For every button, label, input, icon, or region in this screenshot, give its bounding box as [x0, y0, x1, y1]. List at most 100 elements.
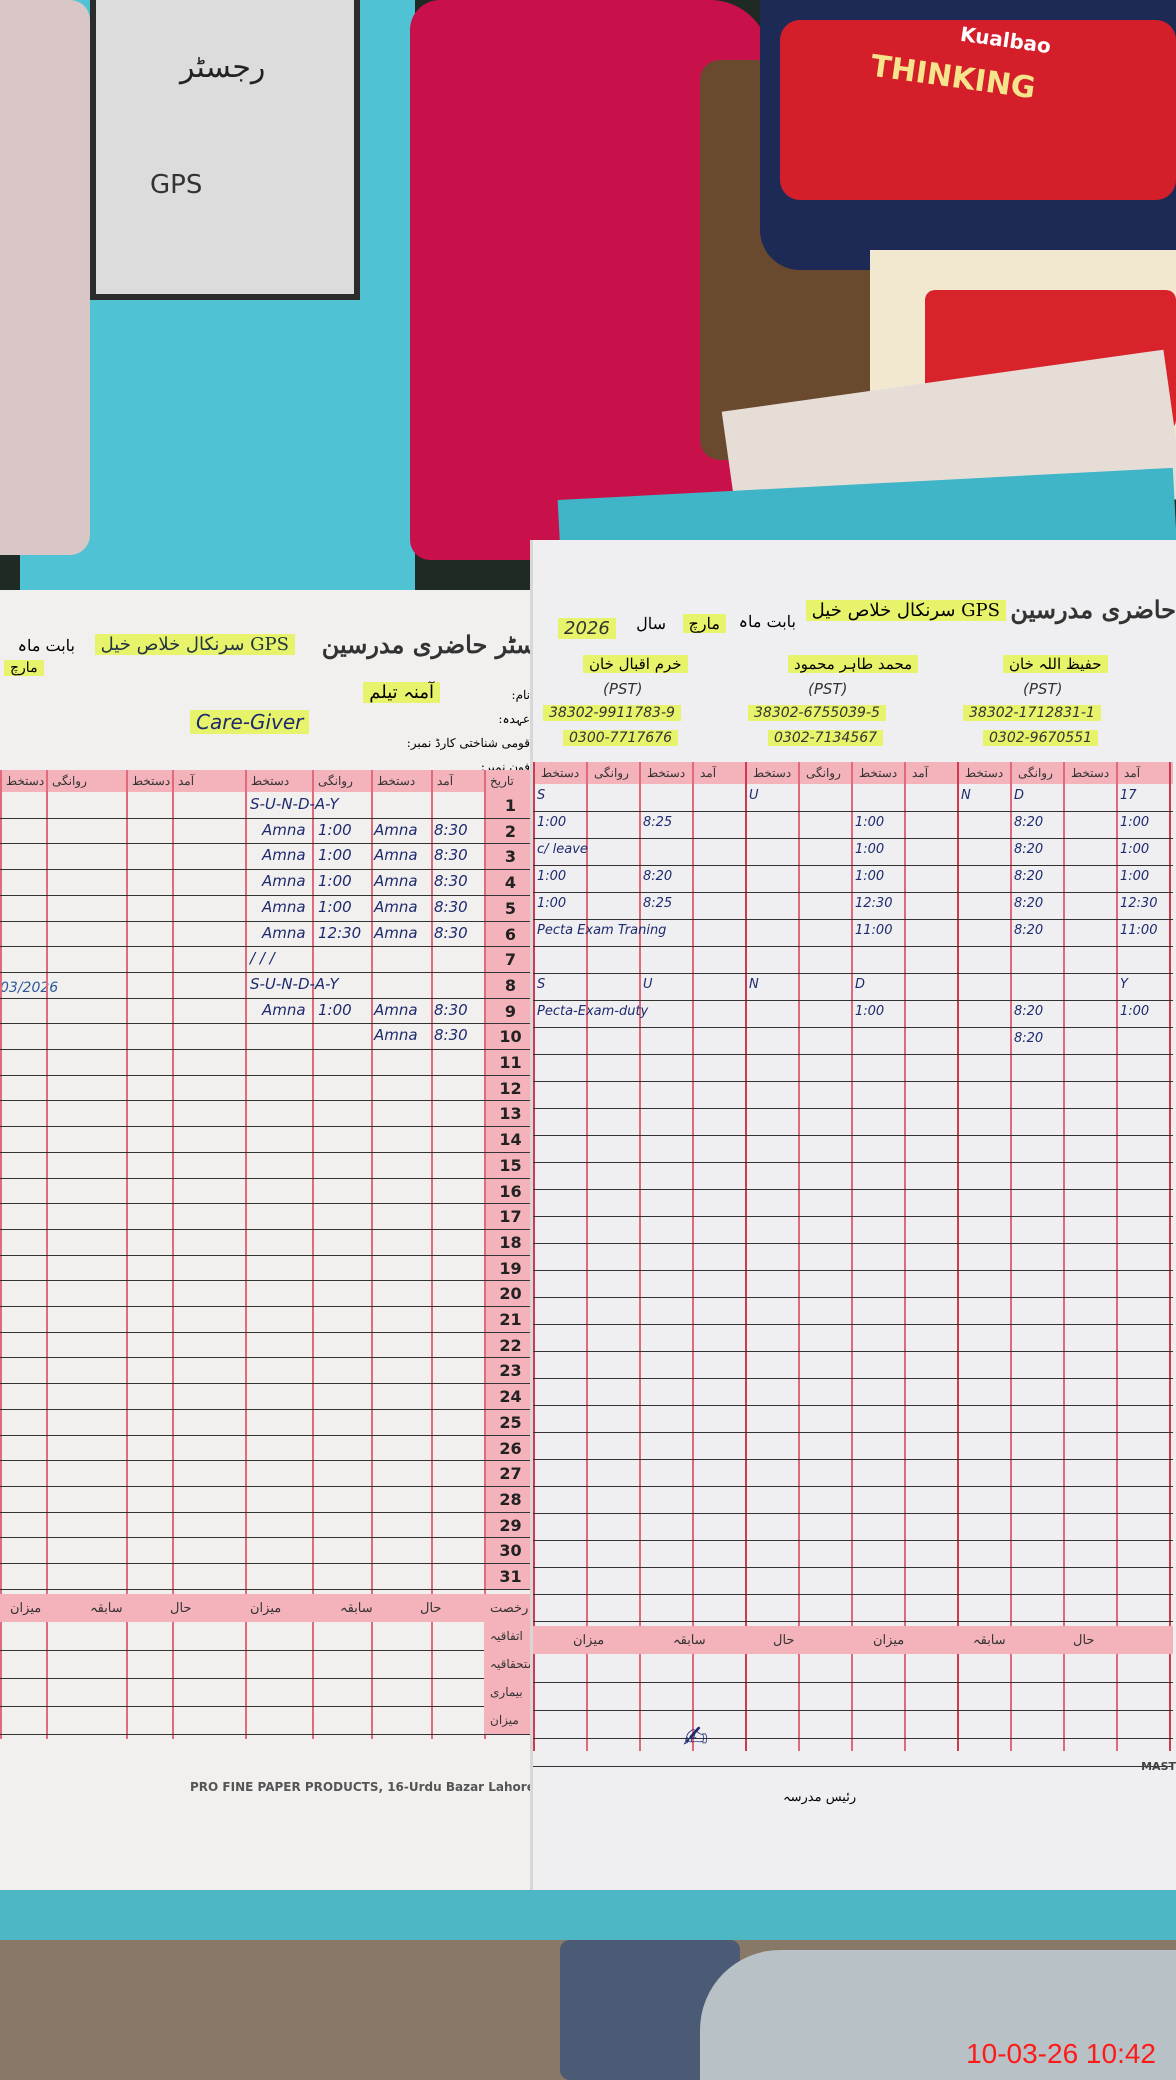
column-header: آمد [437, 774, 454, 788]
column-header: دستخط [377, 774, 416, 788]
row-line [0, 1023, 537, 1025]
departure-time: 1:00 [318, 897, 352, 916]
row-line [0, 1485, 537, 1487]
summary-header: حال [170, 1600, 192, 1616]
row-line [533, 1567, 1173, 1568]
departure-time: 1:00 [318, 820, 352, 839]
row-line [533, 973, 1173, 974]
column-divider [798, 762, 800, 1751]
attendance-entry: 1:00 [855, 815, 885, 830]
departure-signature: Amna [262, 872, 306, 891]
departure-time: 1:00 [318, 846, 352, 865]
attendance-entry: 8:20 [1014, 842, 1044, 857]
attendance-entry: 11:00 [855, 923, 893, 938]
column-divider [586, 762, 588, 1751]
row-line [533, 1513, 1173, 1514]
leave-type-band [484, 1705, 537, 1734]
column-divider [431, 770, 433, 1739]
arrival-signature: Amna [374, 1026, 418, 1045]
row-line [533, 1405, 1173, 1406]
attendance-entry: N [749, 977, 759, 992]
date-cell: 19 [499, 1258, 522, 1278]
attendance-entry: 8:20 [1014, 1031, 1044, 1046]
column-divider [639, 762, 641, 1751]
date-cell: 28 [499, 1489, 522, 1509]
date-cell: 20 [499, 1284, 522, 1304]
bag-pocket [780, 20, 1176, 200]
attendance-entry: Y [1120, 977, 1128, 992]
corner-text: MAST [1141, 1760, 1176, 1773]
designation-value: Care-Giver [190, 710, 310, 734]
column-divider [692, 762, 694, 1751]
departure-time: 1:00 [318, 872, 352, 891]
row-line [533, 1351, 1173, 1352]
row-line [0, 843, 537, 845]
row-line [533, 1000, 1173, 1001]
arrival-time: 8:30 [434, 897, 468, 916]
row-line [533, 1432, 1173, 1433]
date-cell: 15 [499, 1155, 522, 1175]
folder-label [90, 0, 360, 300]
column-header: دستخط [647, 766, 686, 780]
summary-header: حال [773, 1633, 795, 1648]
attendance-entry: D [1014, 788, 1025, 803]
header-band [0, 770, 537, 792]
summary-header: میزان [573, 1633, 605, 1648]
teacher-name: محمد طاہر محمود [788, 655, 919, 673]
column-divider [0, 770, 2, 1739]
row-line [0, 1563, 537, 1564]
cnic-label: قومی شناختی کارڈ نمبر: [406, 736, 530, 750]
column-header: روانگی [1018, 766, 1053, 780]
row-line [533, 1766, 1173, 1767]
arrival-signature: Amna [374, 820, 418, 839]
column-divider [851, 762, 853, 1751]
date-cell: 29 [499, 1515, 522, 1535]
attendance-entry: 8:25 [643, 815, 673, 830]
column-divider [745, 762, 747, 1751]
row-line [0, 1677, 537, 1679]
teacher-designation: (PST) [808, 680, 848, 698]
attendance-entry: 1:00 [1120, 815, 1150, 830]
row-line [0, 1074, 537, 1076]
arrival-signature: Amna [374, 1000, 418, 1019]
attendance-entry: 1:00 [855, 1004, 885, 1019]
column-divider [172, 770, 174, 1739]
row-line [533, 1710, 1173, 1711]
column-header: دستخط [965, 766, 1004, 780]
departure-signature: Amna [262, 820, 306, 839]
designation-label: عہدہ: [498, 712, 530, 726]
row-line [0, 1511, 537, 1513]
row-line [0, 894, 537, 896]
summary-header: حال [1073, 1633, 1095, 1648]
summary-header: سابقہ [90, 1600, 123, 1616]
column-header: آمد [178, 774, 195, 788]
row-line [0, 1357, 537, 1359]
row-line [533, 1162, 1173, 1163]
row-line [0, 946, 537, 948]
column-divider [245, 770, 247, 1739]
row-line [533, 1324, 1173, 1325]
attendance-entry: c/ leave [537, 842, 588, 857]
column-header: دستخط [132, 774, 171, 788]
row-line [0, 1705, 537, 1707]
leave-type: میزان [490, 1712, 519, 1727]
timestamp: 10-03-26 10:42 [966, 2038, 1156, 2069]
year-value: 2026 [558, 618, 616, 639]
row-note: S-U-N-D-A-Y [250, 795, 339, 813]
column-divider [1169, 762, 1171, 1751]
row-line [533, 1189, 1173, 1190]
column-divider [1010, 762, 1012, 1751]
row-line [533, 865, 1173, 866]
row-line [0, 1203, 537, 1205]
teacher-designation: (PST) [1023, 680, 1063, 698]
date-cell: 2 [504, 821, 517, 841]
name-label: نام: [511, 688, 530, 702]
column-header: دستخط [541, 766, 580, 780]
column-header: روانگی [594, 766, 629, 780]
column-divider [484, 770, 486, 1739]
row-line [0, 997, 537, 999]
departure-signature: Amna [262, 923, 306, 942]
row-line [0, 1228, 537, 1230]
folder-title: رجسٹر [180, 50, 266, 85]
date-cell: 27 [499, 1464, 522, 1484]
